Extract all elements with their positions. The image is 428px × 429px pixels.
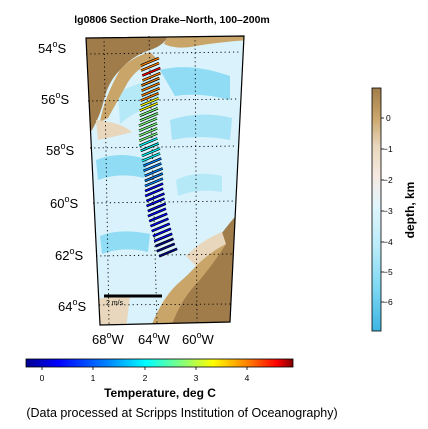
ocean-ridge-patch <box>160 67 230 100</box>
velocity-vector <box>151 223 170 232</box>
velocity-vector <box>143 157 162 167</box>
velocity-vector <box>140 57 160 67</box>
shelf-light <box>96 120 132 140</box>
lat-label-60: 60oS <box>50 194 78 211</box>
lon-line-60 <box>194 35 198 323</box>
velocity-vector <box>144 182 164 192</box>
north-shelf <box>164 36 244 48</box>
velocity-vector <box>141 147 161 157</box>
latitude-labels: 54oS 56oS 58oS 60oS 62oS 64oS <box>38 39 86 314</box>
temperature-colorbar-ticks <box>41 367 248 370</box>
velocity-vector <box>140 92 159 102</box>
antarctic-shelf <box>150 244 226 325</box>
temperature-colorbar-bar <box>25 358 294 368</box>
bathymetry-map <box>86 36 244 325</box>
ocean-patch-d <box>100 231 150 254</box>
velocity-vector <box>144 177 164 187</box>
velocity-vector <box>140 97 159 107</box>
velocity-vector <box>153 233 173 242</box>
velocity-vector <box>152 228 172 237</box>
velocity-vector <box>138 117 158 127</box>
lon-label-64: 64oW <box>138 330 170 347</box>
velocity-vector <box>156 243 175 252</box>
longitude-labels: 68oW 64oW 60oW <box>92 330 214 347</box>
lat-line-64 <box>98 303 232 306</box>
temp-tick-0: 0 <box>40 373 45 383</box>
velocity-vector <box>139 107 159 117</box>
map-title: lg0806 Section Drake–North, 100–200m <box>74 14 270 26</box>
lon-line-68 <box>103 36 110 325</box>
velocity-vector <box>141 152 161 162</box>
depth-tick-6: −6 <box>383 297 393 307</box>
south-america-land <box>86 36 170 140</box>
temp-tick-2: 2 <box>143 373 148 383</box>
velocity-vector <box>143 162 162 172</box>
velocity-vector <box>146 198 165 207</box>
velocity-vector <box>158 248 178 257</box>
depth-tick-2: −2 <box>383 175 393 185</box>
velocity-vector <box>147 208 167 217</box>
temperature-colorbar-label: Temperature, deg C <box>104 386 216 400</box>
ocean-patch-c <box>96 155 148 180</box>
lon-label-60: 60oW <box>182 330 214 347</box>
lon-line-64 <box>148 35 158 324</box>
velocity-vectors <box>138 56 178 258</box>
velocity-vector <box>139 132 158 142</box>
lat-label-62: 62oS <box>55 246 83 263</box>
lat-label-56: 56oS <box>41 90 69 107</box>
velocity-vector <box>142 72 161 82</box>
depth-colorbar-ticks <box>381 117 384 303</box>
depth-tick-5: −5 <box>383 267 393 277</box>
antarctic-slope <box>186 232 226 266</box>
velocity-vector <box>140 62 160 72</box>
velocity-vector <box>150 218 169 227</box>
velocity-vector <box>138 122 158 132</box>
lat-line-54 <box>85 51 241 55</box>
velocity-vector <box>148 213 168 222</box>
velocity-vector <box>139 137 158 147</box>
south-america-shelf <box>100 52 158 122</box>
depth-tick-3: −3 <box>383 206 393 216</box>
ocean-patch-b <box>170 114 232 140</box>
temp-tick-3: 3 <box>194 373 199 383</box>
depth-tick-0: 0 <box>386 113 391 123</box>
depth-colorbar: 0 −1 −2 −3 −4 −5 −6 depth, km <box>371 87 417 332</box>
velocity-vector <box>146 193 165 202</box>
velocity-vector <box>138 127 158 137</box>
depth-colorbar-label: depth, km <box>403 182 417 239</box>
velocity-vector <box>141 82 160 92</box>
lon-label-68: 68oW <box>92 330 124 347</box>
lat-label-64: 64oS <box>58 297 86 314</box>
map-frame <box>85 35 245 326</box>
depth-tick-1: −1 <box>383 144 393 154</box>
velocity-vector <box>142 67 161 77</box>
depth-colorbar-bar <box>371 87 382 332</box>
scale-label: 2 m/s <box>106 300 124 307</box>
velocity-vector <box>155 238 174 247</box>
depth-tick-4: −4 <box>383 237 393 247</box>
velocity-vector <box>144 172 164 182</box>
velocity-vector <box>139 102 158 112</box>
temp-tick-4: 4 <box>245 373 250 383</box>
velocity-vector <box>144 167 163 177</box>
lat-label-58: 58oS <box>46 141 74 158</box>
ocean-patch-e <box>176 173 222 196</box>
temp-tick-1: 1 <box>91 373 96 383</box>
ocean-shelf-patch <box>118 78 160 124</box>
velocity-vector <box>144 188 164 197</box>
velocity-vector <box>140 142 159 152</box>
velocity-vector <box>141 87 160 97</box>
velocity-vector <box>147 203 167 212</box>
lat-label-54: 54oS <box>38 39 66 56</box>
temperature-colorbar: 0 1 2 3 4 Temperature, deg C <box>25 358 294 400</box>
velocity-vector <box>139 112 159 122</box>
credit-line: (Data processed at Scripps Institution o… <box>26 406 337 420</box>
velocity-vector <box>141 77 160 87</box>
